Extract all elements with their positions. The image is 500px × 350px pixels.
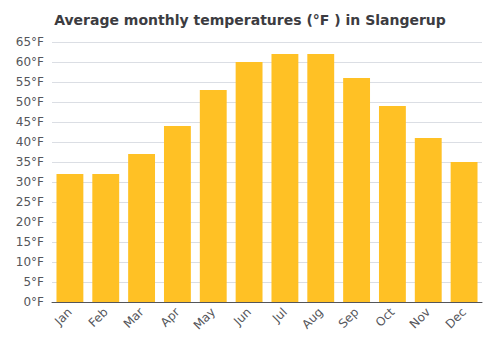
svg-text:20°F: 20°F (16, 215, 44, 229)
svg-text:Mar: Mar (121, 305, 147, 331)
svg-text:35°F: 35°F (16, 155, 44, 169)
svg-text:65°F: 65°F (16, 35, 44, 49)
svg-text:55°F: 55°F (16, 75, 44, 89)
svg-text:Jun: Jun (230, 305, 254, 329)
svg-text:Jul: Jul (269, 305, 290, 326)
svg-text:Jan: Jan (51, 305, 75, 329)
svg-text:Nov: Nov (407, 305, 433, 331)
svg-text:30°F: 30°F (16, 175, 44, 189)
svg-text:Aug: Aug (299, 305, 325, 331)
svg-text:5°F: 5°F (23, 275, 44, 289)
svg-text:40°F: 40°F (16, 135, 44, 149)
svg-text:Oct: Oct (373, 305, 398, 330)
svg-text:15°F: 15°F (16, 235, 44, 249)
svg-text:Apr: Apr (158, 305, 183, 330)
svg-text:Average monthly temperatures (: Average monthly temperatures (°F ) in Sl… (54, 12, 446, 28)
svg-text:0°F: 0°F (23, 295, 44, 309)
svg-text:May: May (191, 305, 218, 332)
svg-text:50°F: 50°F (16, 95, 44, 109)
svg-text:Feb: Feb (86, 305, 111, 330)
svg-text:60°F: 60°F (16, 55, 44, 69)
svg-text:Dec: Dec (443, 305, 469, 331)
svg-text:Sep: Sep (336, 305, 362, 331)
svg-text:10°F: 10°F (16, 255, 44, 269)
svg-text:45°F: 45°F (16, 115, 44, 129)
svg-text:25°F: 25°F (16, 195, 44, 209)
